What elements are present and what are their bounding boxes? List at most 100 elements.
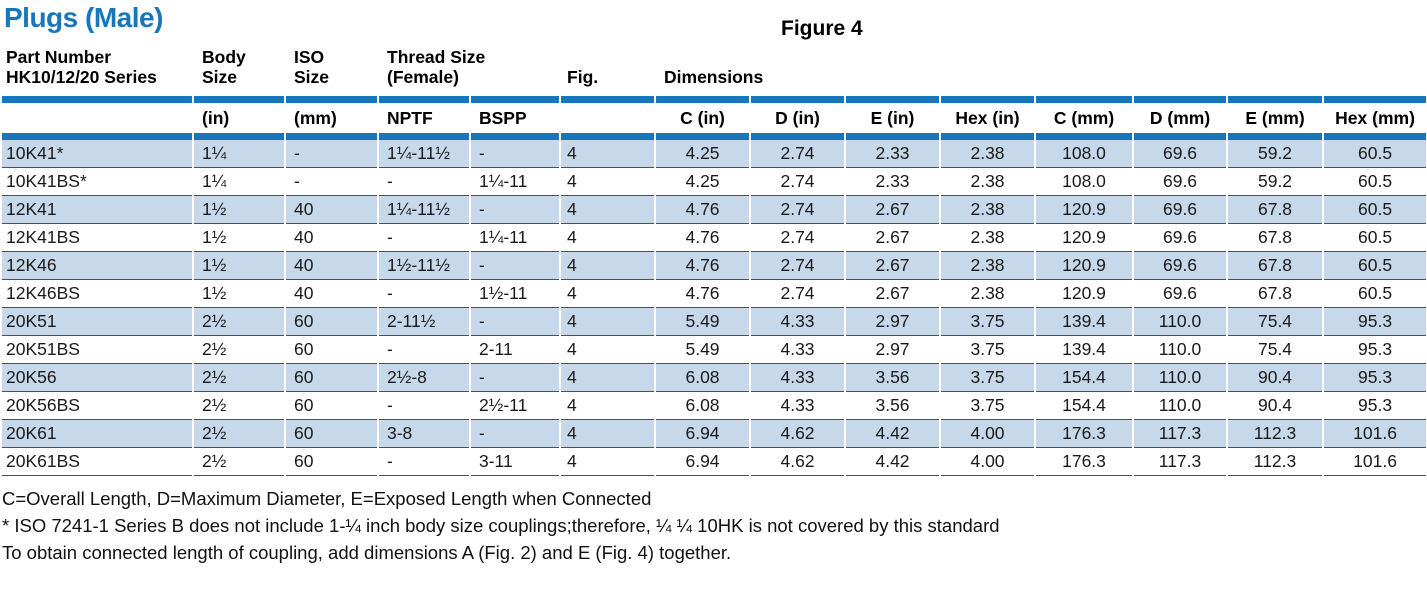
cell-d-in: 4.33: [751, 392, 845, 420]
cell-hex-in: 4.00: [941, 420, 1035, 448]
cell-bspp: 2½-11: [471, 392, 560, 420]
cell-bspp: -: [471, 140, 560, 168]
bar-segment: [1036, 96, 1133, 103]
cell-body-size-in: 1½: [194, 196, 284, 224]
cell-c-in: 4.25: [656, 140, 750, 168]
cell-e-in: 2.67: [846, 280, 940, 308]
cell-e-in: 2.97: [846, 308, 940, 336]
page-title: Plugs (Male): [4, 2, 163, 33]
subheader-iso-mm: (mm): [286, 103, 377, 133]
table-row: 12K41 1½ 40 1¼-11½ - 4 4.76 2.74 2.67 2.…: [2, 196, 1427, 224]
bar-segment: [379, 133, 469, 140]
cell-d-in: 2.74: [751, 196, 845, 224]
table-row: 20K56 2½ 60 2½-8 - 4 6.08 4.33 3.56 3.75…: [2, 364, 1427, 392]
cell-fig: 4: [561, 336, 655, 364]
bar-segment: [656, 96, 750, 103]
cell-d-mm: 69.6: [1134, 168, 1227, 196]
cell-e-mm: 67.8: [1228, 224, 1323, 252]
cell-nptf: 1½-11½: [379, 252, 469, 280]
cell-d-in: 2.74: [751, 168, 845, 196]
table-body: 10K41* 1¼ - 1¼-11½ - 4 4.25 2.74 2.33 2.…: [2, 140, 1427, 476]
header-body-size: Body Size: [194, 47, 284, 96]
cell-body-size-in: 2½: [194, 336, 284, 364]
cell-part-number: 10K41*: [2, 140, 192, 168]
cell-c-mm: 176.3: [1036, 420, 1133, 448]
cell-nptf: -: [379, 448, 469, 476]
bar-segment: [1228, 133, 1323, 140]
table-row: 20K61BS 2½ 60 - 3-11 4 6.94 4.62 4.42 4.…: [2, 448, 1427, 476]
cell-nptf: -: [379, 392, 469, 420]
bar-segment: [471, 133, 560, 140]
cell-e-in: 2.97: [846, 336, 940, 364]
bar-segment: [561, 96, 655, 103]
cell-fig: 4: [561, 280, 655, 308]
cell-d-mm: 69.6: [1134, 196, 1227, 224]
footnote-legend: C=Overall Length, D=Maximum Diameter, E=…: [2, 488, 652, 509]
bar-segment: [286, 133, 377, 140]
bar-segment: [846, 133, 940, 140]
cell-c-in: 4.76: [656, 224, 750, 252]
cell-body-size-in: 2½: [194, 392, 284, 420]
cell-e-mm: 75.4: [1228, 308, 1323, 336]
subheader-empty-part: [2, 103, 192, 133]
cell-c-mm: 139.4: [1036, 336, 1133, 364]
cell-e-in: 2.67: [846, 196, 940, 224]
cell-fig: 4: [561, 420, 655, 448]
cell-d-mm: 110.0: [1134, 308, 1227, 336]
header-body-line2: Size: [202, 67, 238, 87]
table-row: 12K46BS 1½ 40 - 1½-11 4 4.76 2.74 2.67 2…: [2, 280, 1427, 308]
cell-c-in: 4.76: [656, 280, 750, 308]
cell-hex-in: 2.38: [941, 280, 1035, 308]
subheader-hex-mm: Hex (mm): [1324, 103, 1427, 133]
table-row: 20K51 2½ 60 2-11½ - 4 5.49 4.33 2.97 3.7…: [2, 308, 1427, 336]
table-row: 12K46 1½ 40 1½-11½ - 4 4.76 2.74 2.67 2.…: [2, 252, 1427, 280]
cell-nptf: -: [379, 224, 469, 252]
cell-hex-mm: 95.3: [1324, 336, 1427, 364]
cell-nptf: -: [379, 168, 469, 196]
cell-iso-size-mm: 60: [286, 448, 377, 476]
cell-iso-size-mm: 40: [286, 224, 377, 252]
cell-part-number: 20K51: [2, 308, 192, 336]
bar-segment: [286, 96, 377, 103]
bar-segment: [1324, 133, 1427, 140]
cell-hex-in: 2.38: [941, 196, 1035, 224]
header-part-number-line1: Part Number: [6, 47, 112, 67]
bar-segment: [941, 96, 1035, 103]
cell-c-in: 6.08: [656, 392, 750, 420]
subheader-d-mm: D (mm): [1134, 103, 1227, 133]
cell-bspp: -: [471, 364, 560, 392]
cell-c-mm: 120.9: [1036, 280, 1133, 308]
header-body-line1: Body: [202, 47, 246, 67]
cell-c-mm: 120.9: [1036, 196, 1133, 224]
subheader-c-mm: C (mm): [1036, 103, 1133, 133]
cell-fig: 4: [561, 448, 655, 476]
cell-iso-size-mm: 40: [286, 280, 377, 308]
cell-fig: 4: [561, 140, 655, 168]
cell-e-mm: 112.3: [1228, 448, 1323, 476]
cell-e-mm: 112.3: [1228, 420, 1323, 448]
cell-d-in: 4.62: [751, 448, 845, 476]
subheader-c-in: C (in): [656, 103, 750, 133]
cell-nptf: -: [379, 280, 469, 308]
cell-body-size-in: 1½: [194, 224, 284, 252]
bar-segment: [471, 96, 560, 103]
cell-d-in: 4.62: [751, 420, 845, 448]
subheader-body-in: (in): [194, 103, 284, 133]
bar-segment: [941, 133, 1035, 140]
cell-hex-in: 2.38: [941, 252, 1035, 280]
footnote-iso-standard: * ISO 7241-1 Series B does not include 1…: [2, 515, 1000, 536]
cell-e-mm: 59.2: [1228, 140, 1323, 168]
cell-hex-mm: 101.6: [1324, 420, 1427, 448]
cell-fig: 4: [561, 392, 655, 420]
cell-c-in: 5.49: [656, 308, 750, 336]
cell-c-in: 6.08: [656, 364, 750, 392]
bar-segment: [846, 96, 940, 103]
cell-d-mm: 69.6: [1134, 140, 1227, 168]
cell-bspp: -: [471, 252, 560, 280]
cell-iso-size-mm: 60: [286, 336, 377, 364]
table-row: 20K51BS 2½ 60 - 2-11 4 5.49 4.33 2.97 3.…: [2, 336, 1427, 364]
cell-nptf: 1¼-11½: [379, 140, 469, 168]
bar-segment: [194, 96, 284, 103]
cell-part-number: 20K56: [2, 364, 192, 392]
